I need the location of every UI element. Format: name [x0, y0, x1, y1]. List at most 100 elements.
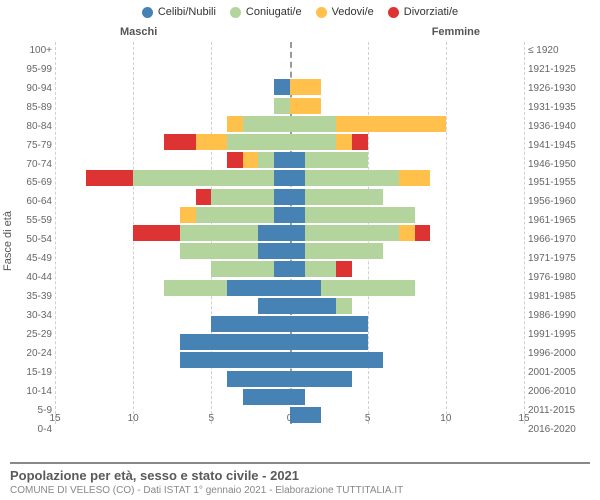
- age-label: 35-39: [0, 290, 52, 305]
- legend-label: Coniugati/e: [246, 6, 302, 18]
- age-label: 50-54: [0, 233, 52, 248]
- female-bar: [290, 152, 525, 168]
- male-bar: [55, 98, 290, 114]
- segment: [196, 207, 274, 223]
- bar-row: [55, 388, 524, 406]
- male-bar: [55, 79, 290, 95]
- segment: [290, 407, 321, 423]
- age-label: 90-94: [0, 82, 52, 97]
- segment: [290, 371, 353, 387]
- segment: [164, 134, 195, 150]
- age-label: 25-29: [0, 328, 52, 343]
- segment: [227, 280, 290, 296]
- segment: [274, 170, 290, 186]
- segment: [180, 243, 258, 259]
- male-bar: [55, 152, 290, 168]
- segment: [290, 170, 306, 186]
- segment: [180, 352, 289, 368]
- female-bar: [290, 61, 525, 77]
- female-bar: [290, 98, 525, 114]
- segment: [305, 189, 383, 205]
- male-bar: [55, 243, 290, 259]
- birth-label: 2016-2020: [528, 423, 590, 438]
- age-label: 75-79: [0, 139, 52, 154]
- legend-label: Vedovi/e: [332, 6, 374, 18]
- segment: [336, 116, 445, 132]
- male-bar: [55, 116, 290, 132]
- age-label: 45-49: [0, 252, 52, 267]
- age-label: 15-19: [0, 366, 52, 381]
- female-bar: [290, 261, 525, 277]
- segment: [305, 152, 368, 168]
- bar-row: [55, 151, 524, 169]
- female-bar: [290, 43, 525, 59]
- segment: [258, 298, 289, 314]
- segment: [164, 280, 227, 296]
- age-label: 0-4: [0, 423, 52, 438]
- segment: [290, 389, 306, 405]
- bar-row: [55, 242, 524, 260]
- birth-label: 1991-1995: [528, 328, 590, 343]
- segment: [290, 189, 306, 205]
- birth-label: 2006-2010: [528, 385, 590, 400]
- segment: [290, 116, 337, 132]
- male-bar: [55, 298, 290, 314]
- segment: [290, 280, 321, 296]
- legend-dot: [230, 7, 241, 18]
- bar-row: [55, 206, 524, 224]
- segment: [274, 98, 290, 114]
- segment: [321, 280, 415, 296]
- male-bar: [55, 407, 290, 423]
- legend-item: Divorziati/e: [388, 6, 458, 18]
- segment: [274, 152, 290, 168]
- segment: [243, 389, 290, 405]
- birth-label: 1951-1955: [528, 176, 590, 191]
- male-bar: [55, 334, 290, 350]
- segment: [305, 225, 399, 241]
- segment: [290, 225, 306, 241]
- age-label: 40-44: [0, 271, 52, 286]
- legend-item: Vedovi/e: [316, 6, 374, 18]
- segment: [227, 371, 290, 387]
- female-bar: [290, 189, 525, 205]
- segment: [274, 261, 290, 277]
- segment: [274, 207, 290, 223]
- bar-row: [55, 369, 524, 387]
- female-bar: [290, 243, 525, 259]
- segment: [290, 134, 337, 150]
- female-bar: [290, 316, 525, 332]
- female-bar: [290, 389, 525, 405]
- footer: Popolazione per età, sesso e stato civil…: [10, 462, 590, 496]
- birth-label: 1956-1960: [528, 195, 590, 210]
- age-label: 60-64: [0, 195, 52, 210]
- female-bar: [290, 134, 525, 150]
- bar-row: [55, 333, 524, 351]
- birth-label: 1981-1985: [528, 290, 590, 305]
- birth-label: 1966-1970: [528, 233, 590, 248]
- female-bar: [290, 352, 525, 368]
- header-female: Femmine: [432, 26, 480, 38]
- segment: [290, 98, 321, 114]
- age-label: 95-99: [0, 63, 52, 78]
- segment: [290, 79, 321, 95]
- female-bar: [290, 334, 525, 350]
- bar-row: [55, 188, 524, 206]
- segment: [258, 243, 289, 259]
- birth-label: 1996-2000: [528, 347, 590, 362]
- segment: [258, 225, 289, 241]
- bar-row: [55, 224, 524, 242]
- segment: [336, 134, 352, 150]
- segment: [399, 170, 430, 186]
- bar-row: [55, 278, 524, 296]
- birth-label: 2011-2015: [528, 404, 590, 419]
- bar-row: [55, 133, 524, 151]
- bar-row: [55, 351, 524, 369]
- age-label: 30-34: [0, 309, 52, 324]
- segment: [243, 152, 259, 168]
- male-bar: [55, 189, 290, 205]
- age-label: 80-84: [0, 120, 52, 135]
- segment: [305, 243, 383, 259]
- birth-label: 1971-1975: [528, 252, 590, 267]
- male-bar: [55, 207, 290, 223]
- legend-item: Coniugati/e: [230, 6, 302, 18]
